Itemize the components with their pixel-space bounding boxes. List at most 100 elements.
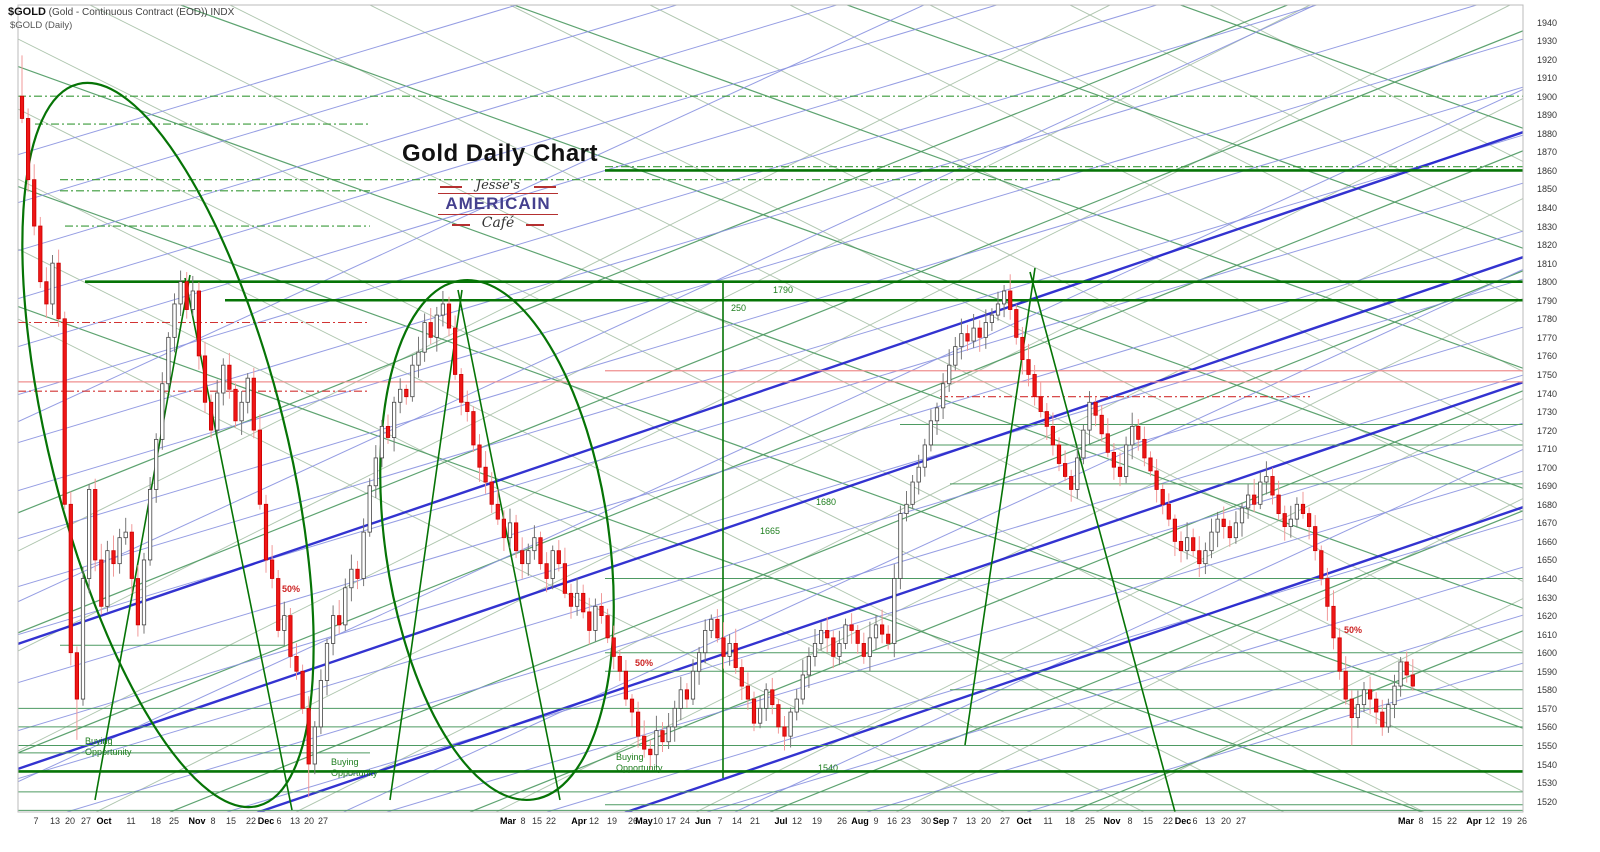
candle-body xyxy=(391,401,397,438)
candle-body xyxy=(1032,374,1037,398)
candle-body xyxy=(727,643,732,657)
candle-body xyxy=(623,670,629,700)
annotation-1665: 1665 xyxy=(760,526,781,536)
candle-body xyxy=(373,457,378,487)
cycle-ellipse xyxy=(21,81,315,809)
x-axis-day-label: 6 xyxy=(276,816,282,826)
chart-header: $GOLD (Gold - Continuous Contract (EOD))… xyxy=(8,6,234,18)
candle-body xyxy=(837,643,842,657)
candle-body xyxy=(434,314,439,338)
candle-body xyxy=(739,667,744,687)
candle-body xyxy=(1392,685,1397,706)
annotation-1790: 1790 xyxy=(773,285,794,295)
candle-body xyxy=(129,531,134,579)
trend-segment xyxy=(1029,271,1176,812)
annotation-1680: 1680 xyxy=(816,497,837,507)
candle-body xyxy=(1160,489,1165,505)
x-axis-day-label: 13 xyxy=(289,816,301,826)
y-axis-label: 1900 xyxy=(1537,91,1558,102)
candle-body xyxy=(1282,513,1287,527)
candle-body xyxy=(1325,578,1330,607)
candle-body xyxy=(1148,457,1153,472)
y-axis-label: 1610 xyxy=(1537,629,1558,640)
trendline-blue-steep-asc xyxy=(18,88,1523,783)
y-axis-label: 1660 xyxy=(1537,536,1558,547)
y-axis-label: 1940 xyxy=(1537,17,1558,28)
trendline-sage-desc xyxy=(1068,5,1523,233)
x-axis-day-label: 9 xyxy=(873,816,879,826)
x-axis-day-label: 24 xyxy=(679,816,691,826)
candle-body xyxy=(690,670,696,700)
candle-body xyxy=(105,550,110,607)
x-axis-month-label: Jul xyxy=(774,816,788,826)
x-axis-day-label: 27 xyxy=(1235,816,1247,826)
candle-body xyxy=(501,518,507,539)
trendline-sage-desc xyxy=(928,5,1523,303)
candle-body xyxy=(87,489,92,579)
trendline-green-asc xyxy=(18,5,1290,514)
candle-body xyxy=(605,615,610,639)
candle-body xyxy=(1246,494,1251,509)
candle-body xyxy=(1185,537,1190,552)
candle-body xyxy=(1313,526,1318,552)
trendline-green-asc xyxy=(18,150,1523,754)
trendline-blue-thin-asc xyxy=(64,374,1523,812)
trendline-blue-steep-asc xyxy=(18,5,1317,603)
candle-body xyxy=(1294,503,1299,520)
x-axis-day-label: 8 xyxy=(1418,816,1424,826)
y-axis-label: 1750 xyxy=(1537,369,1558,380)
candle-body xyxy=(56,262,61,320)
candle-body xyxy=(709,618,714,631)
candle-body xyxy=(1209,531,1214,552)
x-axis-day-label: 30 xyxy=(920,816,932,826)
y-axis-label: 1530 xyxy=(1537,778,1558,789)
candle-body xyxy=(44,281,49,305)
candle-body xyxy=(593,605,598,631)
candle-body xyxy=(849,624,854,631)
candle-body xyxy=(184,281,189,310)
trendline-blue-thin-asc xyxy=(864,614,1523,812)
candle-body xyxy=(147,489,153,561)
candle-body xyxy=(825,630,830,639)
candle-body xyxy=(1038,396,1043,412)
candle-body xyxy=(953,346,958,366)
candle-body xyxy=(934,407,940,422)
candle-body xyxy=(977,327,982,338)
trendline-blue-thin-asc xyxy=(18,5,679,204)
trendline-green-asc xyxy=(1068,630,1523,812)
candle-body xyxy=(941,383,946,409)
x-axis-month-label: Aug xyxy=(851,816,869,826)
candle-body xyxy=(483,466,488,483)
candle-body xyxy=(178,281,183,305)
candle-body xyxy=(703,630,708,654)
candle-body xyxy=(855,630,860,644)
candle-body xyxy=(507,522,513,539)
y-axis-label: 1590 xyxy=(1537,666,1558,677)
candle-body xyxy=(361,531,366,579)
candle-body xyxy=(678,689,683,709)
y-axis-label: 1780 xyxy=(1537,314,1558,325)
candle-body xyxy=(1056,444,1062,464)
x-axis-day-label: 27 xyxy=(317,816,329,826)
candle-body xyxy=(910,481,915,505)
candle-body xyxy=(1410,674,1415,687)
x-axis-day-label: 13 xyxy=(965,816,977,826)
candle-body xyxy=(1154,470,1159,490)
candle-body xyxy=(282,615,287,631)
trendline-blue-thin-asc xyxy=(18,86,1523,540)
candle-body xyxy=(1227,526,1232,539)
candle-body xyxy=(1380,711,1385,728)
candle-body xyxy=(221,364,226,394)
x-axis-day-label: 26 xyxy=(627,816,639,826)
y-axis-label: 1640 xyxy=(1537,574,1558,584)
candle-body xyxy=(770,689,775,706)
y-axis-label: 1700 xyxy=(1537,462,1558,473)
logo-script-bottom: Café xyxy=(438,215,558,231)
y-axis-label: 1760 xyxy=(1537,351,1558,362)
candle-body xyxy=(1361,689,1367,706)
trendline-blue-steep-asc xyxy=(18,5,926,423)
candle-body xyxy=(306,707,311,765)
x-axis-day-label: 26 xyxy=(836,816,848,826)
candle-body xyxy=(995,303,1001,316)
